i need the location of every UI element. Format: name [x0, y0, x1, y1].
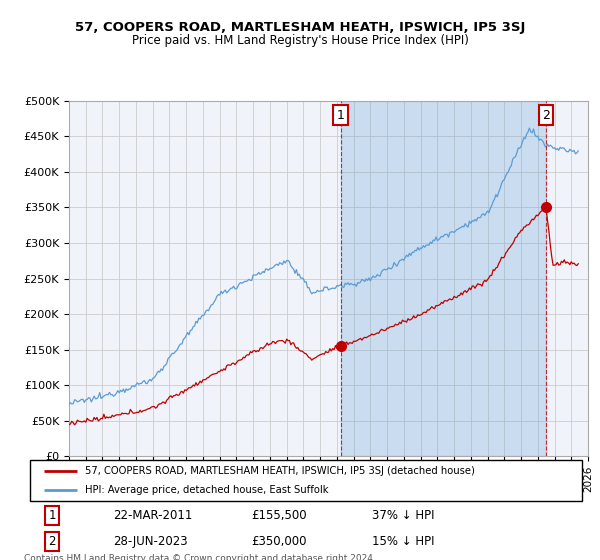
Text: 1: 1 [337, 109, 344, 122]
Text: £350,000: £350,000 [251, 535, 307, 548]
Text: 37% ↓ HPI: 37% ↓ HPI [372, 509, 435, 522]
Text: Contains HM Land Registry data © Crown copyright and database right 2024.
This d: Contains HM Land Registry data © Crown c… [24, 554, 376, 560]
FancyBboxPatch shape [30, 460, 582, 501]
Text: £155,500: £155,500 [251, 509, 307, 522]
Bar [341, 101, 546, 456]
Text: 57, COOPERS ROAD, MARTLESHAM HEATH, IPSWICH, IP5 3SJ (detached house): 57, COOPERS ROAD, MARTLESHAM HEATH, IPSW… [85, 466, 475, 476]
Text: 57, COOPERS ROAD, MARTLESHAM HEATH, IPSWICH, IP5 3SJ: 57, COOPERS ROAD, MARTLESHAM HEATH, IPSW… [75, 21, 525, 34]
Text: HPI: Average price, detached house, East Suffolk: HPI: Average price, detached house, East… [85, 485, 329, 494]
Text: 28-JUN-2023: 28-JUN-2023 [113, 535, 187, 548]
Text: 2: 2 [49, 535, 56, 548]
Text: 2: 2 [542, 109, 550, 122]
Text: 15% ↓ HPI: 15% ↓ HPI [372, 535, 435, 548]
Text: Price paid vs. HM Land Registry's House Price Index (HPI): Price paid vs. HM Land Registry's House … [131, 34, 469, 46]
Text: 22-MAR-2011: 22-MAR-2011 [113, 509, 192, 522]
Text: 1: 1 [49, 509, 56, 522]
